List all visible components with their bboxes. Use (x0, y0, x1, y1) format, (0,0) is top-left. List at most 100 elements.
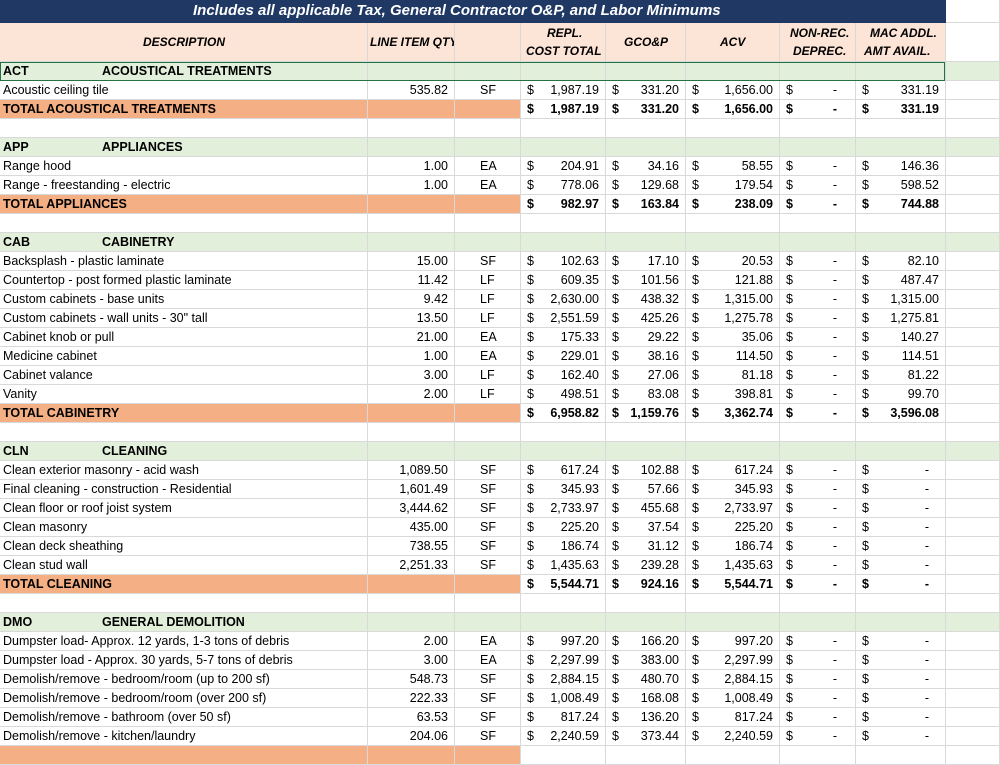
cell[interactable]: $ - (856, 708, 946, 727)
cell[interactable]: SF (455, 518, 521, 537)
cell[interactable] (521, 62, 606, 81)
cell[interactable]: Clean stud wall (0, 556, 368, 575)
cell[interactable] (780, 746, 856, 765)
cell[interactable]: $1,656.00 (686, 100, 780, 119)
cell[interactable] (946, 347, 1000, 366)
cell[interactable]: $27.06 (606, 366, 686, 385)
cell[interactable] (455, 100, 521, 119)
cell[interactable] (368, 746, 455, 765)
cell[interactable]: 1,601.49 (368, 480, 455, 499)
cell[interactable] (856, 62, 946, 81)
header-mac[interactable]: MAC ADDL. AMT AVAIL. (856, 23, 946, 62)
cell[interactable] (946, 195, 1000, 214)
cell[interactable]: Custom cabinets - base units (0, 290, 368, 309)
cell[interactable]: EA (455, 651, 521, 670)
cell[interactable] (946, 499, 1000, 518)
cell[interactable]: SF (455, 461, 521, 480)
cell[interactable] (606, 233, 686, 252)
cell[interactable]: $ - (856, 480, 946, 499)
cell[interactable] (686, 613, 780, 632)
cell[interactable] (368, 119, 455, 138)
cell[interactable] (946, 62, 1000, 81)
cell[interactable]: SF (455, 480, 521, 499)
cell[interactable] (946, 328, 1000, 347)
cell[interactable]: CAB CABINETRY (0, 233, 368, 252)
cell[interactable]: $57.66 (606, 480, 686, 499)
cell[interactable]: LF (455, 309, 521, 328)
cell[interactable]: $1,656.00 (686, 81, 780, 100)
cell[interactable] (946, 176, 1000, 195)
cell[interactable]: Range hood (0, 157, 368, 176)
cell[interactable] (946, 556, 1000, 575)
cell[interactable] (780, 119, 856, 138)
cell[interactable] (455, 214, 521, 233)
cell[interactable]: $2,297.99 (686, 651, 780, 670)
cell[interactable]: $162.40 (521, 366, 606, 385)
cell[interactable]: $ - (856, 575, 946, 594)
cell[interactable]: SF (455, 556, 521, 575)
cell[interactable] (946, 233, 1000, 252)
cell[interactable]: 2,251.33 (368, 556, 455, 575)
cell[interactable]: $81.18 (686, 366, 780, 385)
cell[interactable] (946, 575, 1000, 594)
cell[interactable] (455, 575, 521, 594)
cell[interactable]: $ - (856, 461, 946, 480)
cell[interactable]: LF (455, 290, 521, 309)
cell[interactable] (946, 670, 1000, 689)
cell[interactable] (686, 746, 780, 765)
cell[interactable]: $140.27 (856, 328, 946, 347)
cell[interactable]: SF (455, 708, 521, 727)
cell[interactable]: ACT ACOUSTICAL TREATMENTS (0, 62, 368, 81)
cell[interactable] (856, 233, 946, 252)
cell[interactable] (368, 100, 455, 119)
cell[interactable]: $34.16 (606, 157, 686, 176)
cell[interactable] (368, 62, 455, 81)
cell[interactable]: $239.28 (606, 556, 686, 575)
cell[interactable]: 435.00 (368, 518, 455, 537)
cell[interactable]: $ - (780, 708, 856, 727)
cell[interactable]: $58.55 (686, 157, 780, 176)
cell[interactable]: $ - (780, 651, 856, 670)
cell[interactable]: $1,275.81 (856, 309, 946, 328)
cell[interactable] (946, 632, 1000, 651)
cell[interactable] (856, 613, 946, 632)
cell[interactable]: Clean floor or roof joist system (0, 499, 368, 518)
cell[interactable] (368, 214, 455, 233)
cell[interactable]: SF (455, 81, 521, 100)
cell[interactable]: 13.50 (368, 309, 455, 328)
cell[interactable]: Range - freestanding - electric (0, 176, 368, 195)
cell[interactable]: $225.20 (521, 518, 606, 537)
cell[interactable] (455, 423, 521, 442)
cell[interactable] (455, 594, 521, 613)
cell[interactable]: Dumpster load - Approx. 30 yards, 5-7 to… (0, 651, 368, 670)
cell[interactable]: Final cleaning - construction - Resident… (0, 480, 368, 499)
cell[interactable]: EA (455, 347, 521, 366)
cell[interactable] (455, 442, 521, 461)
cell[interactable] (521, 138, 606, 157)
cell[interactable]: $168.08 (606, 689, 686, 708)
cell[interactable] (946, 119, 1000, 138)
header-acv[interactable]: ACV (686, 23, 780, 62)
cell[interactable]: $29.22 (606, 328, 686, 347)
cell[interactable]: $ - (780, 404, 856, 423)
cell[interactable] (0, 746, 368, 765)
cell[interactable]: Backsplash - plastic laminate (0, 252, 368, 271)
cell[interactable] (856, 442, 946, 461)
cell[interactable]: $ - (780, 556, 856, 575)
cell[interactable] (856, 119, 946, 138)
cell[interactable]: $225.20 (686, 518, 780, 537)
cell[interactable]: TOTAL CABINETRY (0, 404, 368, 423)
cell[interactable]: 3.00 (368, 651, 455, 670)
cell[interactable] (946, 271, 1000, 290)
cell[interactable]: Demolish/remove - kitchen/laundry (0, 727, 368, 746)
cell[interactable]: $101.56 (606, 271, 686, 290)
cell[interactable] (946, 651, 1000, 670)
cell[interactable]: Clean deck sheathing (0, 537, 368, 556)
cell[interactable]: $238.09 (686, 195, 780, 214)
cell[interactable] (856, 138, 946, 157)
cell[interactable]: LF (455, 385, 521, 404)
cell[interactable]: $ - (780, 480, 856, 499)
cell[interactable]: 548.73 (368, 670, 455, 689)
cell[interactable]: $383.00 (606, 651, 686, 670)
cell[interactable] (0, 594, 368, 613)
